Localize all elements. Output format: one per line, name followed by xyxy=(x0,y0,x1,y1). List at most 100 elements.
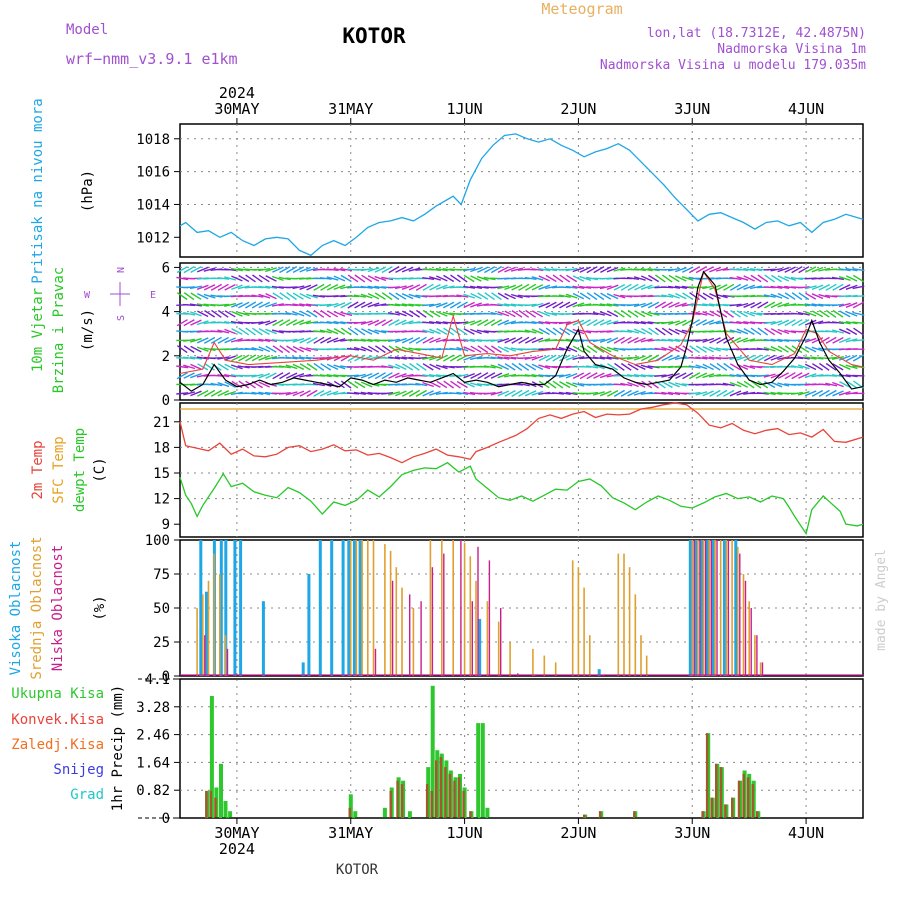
wind-arrow xyxy=(422,283,434,291)
wind-arrow xyxy=(579,275,592,281)
wind-arrow xyxy=(579,345,591,354)
mid-cloud-bar xyxy=(469,556,472,676)
wind-arrow xyxy=(483,392,496,395)
wind-arrow xyxy=(695,391,708,396)
wind-arrow xyxy=(497,311,510,317)
wind-arrow xyxy=(429,283,441,291)
wind-arrow xyxy=(565,328,578,335)
high-cloud-bar xyxy=(688,540,692,676)
wind-arrow xyxy=(374,372,386,380)
wind-arrow xyxy=(340,311,353,317)
wind-arrow xyxy=(442,301,455,309)
wind-arrow xyxy=(777,275,790,282)
wind-arrow xyxy=(606,266,619,273)
wind-arrow xyxy=(811,320,824,325)
wind-arrow xyxy=(456,321,469,325)
footer-station: KOTOR xyxy=(336,862,379,878)
convective-precip-bar xyxy=(209,790,213,818)
wind-arrow xyxy=(538,327,550,336)
wind-arrow xyxy=(197,310,209,318)
wind-arrow xyxy=(797,364,810,370)
wind-arrow xyxy=(654,392,667,395)
wind-arrow xyxy=(422,356,435,360)
wind-arrow xyxy=(723,283,735,291)
wind-arrow xyxy=(846,327,858,336)
wind-arrow xyxy=(230,364,243,370)
wind-arrow xyxy=(845,321,858,325)
wind-arrow xyxy=(401,337,414,344)
wind-arrow xyxy=(695,311,708,316)
wind-arrow xyxy=(408,336,421,344)
wind-arrow xyxy=(831,329,844,334)
wind-arrow xyxy=(347,347,360,351)
wind-arrow xyxy=(394,373,407,379)
wind-arrow xyxy=(702,363,714,371)
wind-arrow xyxy=(552,380,564,389)
wind-arrow xyxy=(757,274,769,283)
wind-arrow xyxy=(640,302,653,308)
wind-arrow xyxy=(743,321,756,325)
wind-arrow xyxy=(627,276,640,280)
wind-arrow xyxy=(723,389,735,397)
high-cloud-bar xyxy=(205,591,208,676)
wind-arrow xyxy=(436,380,448,389)
wind-arrow xyxy=(197,337,209,344)
wind-arrow xyxy=(743,327,755,336)
wind-arrow xyxy=(606,389,619,397)
wind-arrow xyxy=(272,319,284,327)
wind-arrow xyxy=(551,392,564,395)
wind-arrow xyxy=(613,389,625,398)
mid-cloud-bar xyxy=(389,550,392,676)
wind-arrow xyxy=(387,303,401,307)
day-label-bottom: 4JUN xyxy=(788,824,824,842)
wind-arrow xyxy=(374,329,387,334)
low-cloud-bar xyxy=(460,540,462,676)
total-precip-bar xyxy=(430,685,435,818)
wind-arrow xyxy=(354,301,366,309)
wind-arrow xyxy=(797,303,810,307)
wind-arrow xyxy=(340,301,352,309)
wind-arrow xyxy=(463,285,476,289)
low-cloud-bar xyxy=(471,601,473,676)
wind-arrow xyxy=(531,321,544,325)
wind-arrow xyxy=(736,284,749,291)
wind-arrow xyxy=(627,363,639,371)
wind-arrow xyxy=(804,356,817,360)
wind-arrow xyxy=(845,284,858,290)
wind-arrow xyxy=(265,345,277,353)
wind-arrow xyxy=(292,337,305,343)
wind-arrow xyxy=(422,336,434,344)
wind-arrow xyxy=(469,285,483,289)
wind-unit: (m/s) xyxy=(80,309,96,351)
wind-arrow xyxy=(203,321,216,325)
wind-arrow xyxy=(470,275,482,282)
day-label-bottom: 2JUN xyxy=(560,824,596,842)
wind-arrow xyxy=(272,292,284,300)
wind-arrow xyxy=(265,302,277,308)
wind-arrow xyxy=(825,374,838,377)
wind-arrow xyxy=(292,373,305,379)
mid-cloud-bar xyxy=(429,540,432,676)
wind-arrow xyxy=(702,285,715,290)
total-precip-bar xyxy=(223,801,228,818)
model-label: Model xyxy=(66,22,108,38)
wind-arrow xyxy=(320,390,332,397)
wind-arrow xyxy=(511,389,523,398)
mid-cloud-bar xyxy=(349,540,352,676)
wind-arrow xyxy=(429,381,441,388)
wind-arrow xyxy=(497,373,510,379)
wind-arrow xyxy=(306,310,318,318)
wind-arrow xyxy=(408,389,421,398)
wind-arrow xyxy=(196,346,209,352)
wind-arrow xyxy=(299,363,311,371)
wind-arrow xyxy=(846,380,858,389)
wind-arrow xyxy=(265,328,277,335)
wind-arrow xyxy=(217,382,230,388)
wind-arrow xyxy=(497,356,510,360)
wind-arrow xyxy=(271,275,284,282)
wind-arrow xyxy=(360,372,373,379)
low-cloud-bar xyxy=(409,594,411,676)
wind-arrow xyxy=(722,382,735,387)
wind-arrow xyxy=(558,391,571,395)
wind-arrow xyxy=(504,373,517,378)
